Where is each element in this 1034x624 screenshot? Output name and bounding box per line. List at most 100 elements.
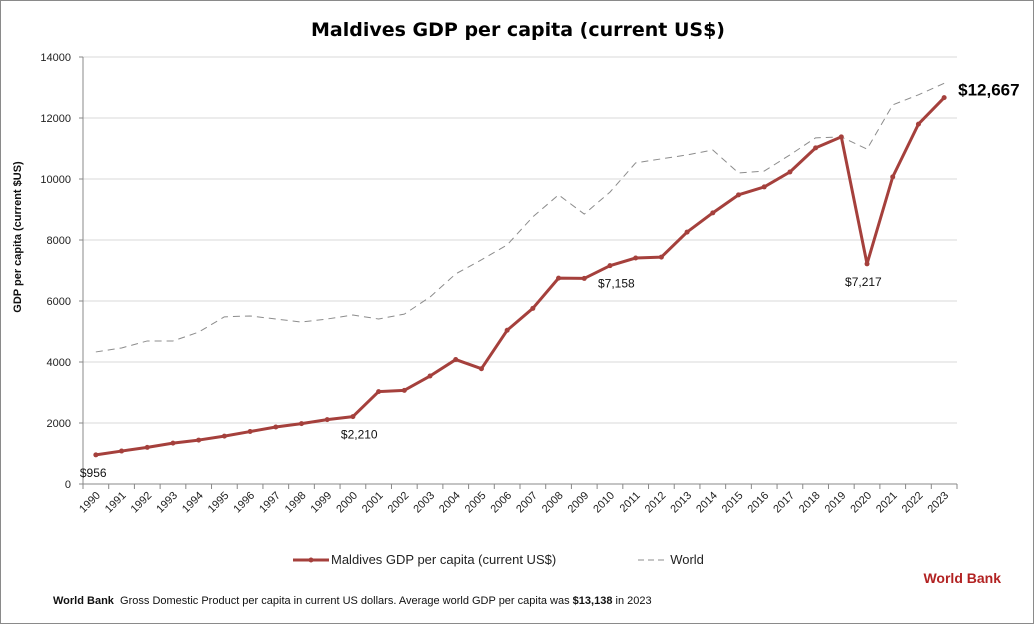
- source-logo-text: World Bank: [923, 570, 1001, 586]
- x-tick-label: 2011: [618, 490, 643, 515]
- maldives-point: [556, 275, 562, 281]
- maldives-point: [787, 169, 793, 175]
- maldives-point: [376, 389, 382, 395]
- maldives-point: [170, 440, 176, 446]
- x-tick-label: 2017: [771, 490, 797, 516]
- x-tick-label: 2005: [463, 490, 489, 516]
- x-tick-label: 2010: [591, 490, 617, 516]
- x-tick-label: 2020: [848, 490, 874, 516]
- y-tick-label: 2000: [47, 418, 71, 430]
- legend-swatch-world: [638, 559, 667, 560]
- x-tick-label: 2018: [797, 490, 823, 516]
- legend-swatch-maldives: [293, 557, 329, 562]
- y-tick-label: 6000: [47, 296, 71, 308]
- maldives-point: [93, 452, 99, 458]
- x-tick-label: 2000: [334, 490, 360, 516]
- legend-item-world: World: [636, 552, 704, 567]
- data-label-last: $12,667: [958, 81, 1019, 100]
- x-tick-label: 1996: [231, 490, 257, 516]
- x-tick-label: 2023: [925, 490, 951, 516]
- maldives-point: [633, 255, 639, 261]
- maldives-point: [915, 121, 921, 127]
- maldives-point: [350, 414, 356, 420]
- legend-label-maldives: Maldives GDP per capita (current US$): [331, 552, 557, 567]
- y-tick-label: 4000: [47, 357, 71, 369]
- footer-suffix: in 2023: [612, 595, 652, 607]
- chart-title: Maldives GDP per capita (current US$): [311, 19, 725, 41]
- maldives-point: [890, 174, 896, 180]
- maldives-point: [401, 387, 407, 393]
- x-tick-label: 1992: [129, 490, 155, 516]
- data-label: $7,158: [598, 277, 635, 291]
- y-tick-label: 14000: [40, 52, 71, 64]
- x-tick-label: 2016: [746, 490, 772, 516]
- footer-note: World Bank Gross Domestic Product per ca…: [53, 595, 652, 607]
- maldives-point: [941, 95, 947, 101]
- x-tick-label: 2001: [360, 490, 386, 516]
- maldives-point: [736, 192, 741, 198]
- x-tick-label: 2003: [411, 490, 437, 516]
- footer-highlight: $13,138: [572, 595, 613, 607]
- footer-source: World Bank: [53, 595, 114, 607]
- y-tick-label: 10000: [40, 174, 71, 186]
- legend: Maldives GDP per capita (current US$) Wo…: [291, 552, 784, 567]
- y-tick-label: 8000: [47, 235, 71, 247]
- x-tick-label: 1995: [206, 490, 232, 516]
- maldives-point: [478, 366, 484, 372]
- world-line: [95, 82, 945, 353]
- maldives-point: [196, 437, 202, 443]
- maldives-point: [453, 357, 459, 363]
- data-label: $956: [80, 466, 107, 480]
- x-tick-label: 1998: [283, 490, 309, 516]
- x-tick-label: 2007: [514, 490, 540, 516]
- x-tick-label: 1997: [257, 490, 283, 516]
- maldives-point: [838, 134, 844, 140]
- maldives-point: [299, 421, 304, 427]
- x-tick-label: 1994: [180, 490, 206, 516]
- maldives-point: [607, 263, 613, 269]
- x-tick-label: 2012: [643, 490, 669, 516]
- x-tick-label: 1991: [103, 490, 129, 516]
- maldives-point: [658, 254, 664, 260]
- maldives-point: [581, 275, 587, 281]
- data-label: $2,210: [341, 428, 378, 442]
- x-tick-label: 2006: [488, 490, 514, 516]
- x-tick-label: 1990: [77, 490, 103, 516]
- maldives-point: [221, 433, 227, 439]
- maldives-point: [427, 373, 433, 379]
- maldives-point: [710, 210, 716, 216]
- maldives-point: [813, 145, 819, 151]
- maldives-point: [119, 448, 125, 454]
- x-tick-label: 2008: [540, 490, 566, 516]
- x-tick-label: 2002: [386, 490, 412, 516]
- y-tick-label: 0: [65, 479, 71, 491]
- y-axis-label: GDP per capita (current $US): [12, 161, 24, 313]
- maldives-point: [684, 229, 690, 235]
- maldives-point: [864, 261, 870, 267]
- maldives-line: [95, 96, 946, 457]
- data-label: $7,217: [845, 275, 882, 289]
- x-tick-label: 2019: [823, 490, 849, 516]
- x-tick-label: 1999: [309, 490, 335, 516]
- maldives-point: [324, 417, 330, 423]
- x-tick-label: 2022: [900, 490, 926, 516]
- maldives-point: [761, 184, 767, 190]
- x-tick-label: 2014: [694, 490, 720, 516]
- maldives-point: [504, 327, 510, 333]
- x-tick-label: 1993: [154, 490, 180, 516]
- x-tick-label: 2004: [437, 490, 463, 516]
- y-tick-label: 12000: [40, 113, 71, 125]
- maldives-point: [530, 305, 536, 311]
- x-tick-label: 2021: [874, 490, 900, 516]
- maldives-point: [273, 424, 279, 430]
- footer-text: Gross Domestic Product per capita in cur…: [120, 595, 573, 607]
- legend-label-world: World: [670, 552, 704, 567]
- x-tick-label: 2009: [566, 490, 592, 516]
- x-tick-label: 2015: [720, 490, 746, 516]
- x-tick-label: 2013: [668, 490, 694, 516]
- maldives-point: [144, 444, 150, 450]
- legend-item-maldives: Maldives GDP per capita (current US$): [291, 552, 556, 567]
- maldives-point: [247, 429, 253, 435]
